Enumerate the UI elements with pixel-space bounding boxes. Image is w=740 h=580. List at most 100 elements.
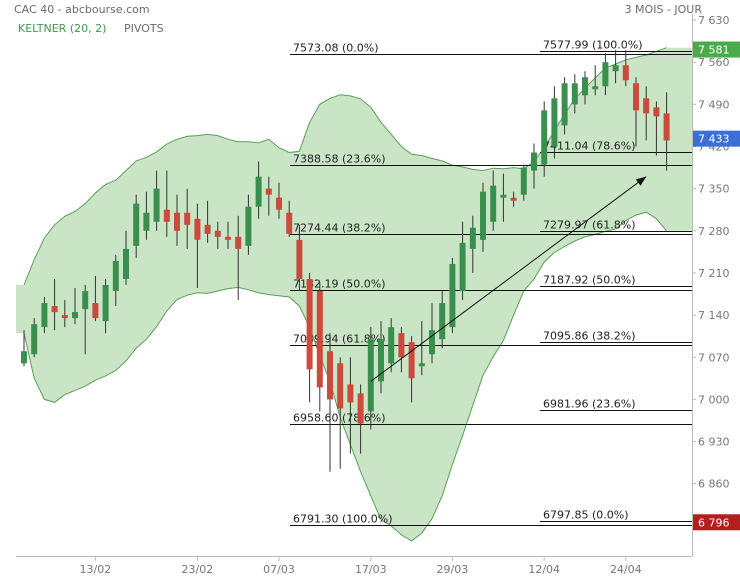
candle-body-10 (123, 248, 129, 279)
price-badge-0 (693, 41, 740, 58)
candle-body-47 (500, 194, 507, 198)
candle-body-31 (337, 363, 344, 409)
candle-body-6 (82, 291, 89, 310)
candle-body-2 (41, 303, 48, 328)
y-tick-label-5: 7 280 (698, 225, 730, 238)
candle-body-58 (612, 65, 619, 72)
candle-body-51 (541, 110, 548, 165)
y-tick-label-6: 7 210 (698, 267, 730, 280)
keltner-band-fill (16, 47, 692, 541)
x-tick-label-2: 07/03 (263, 563, 295, 576)
price-badge-1 (693, 130, 740, 147)
price-badge-label-2: 6 796 (698, 516, 730, 529)
x-tick-label-5: 12/04 (528, 563, 560, 576)
candle-body-54 (571, 83, 578, 105)
candle-body-48 (510, 197, 517, 201)
candle-body-25 (276, 197, 282, 210)
candle-body-53 (561, 83, 568, 126)
x-tick-label-4: 29/03 (437, 563, 469, 576)
candle-body-30 (327, 351, 333, 400)
candle-body-60 (633, 83, 639, 111)
candle-body-18 (204, 224, 211, 234)
candle-body-52 (551, 98, 558, 147)
candle-body-7 (92, 303, 99, 319)
candle-body-16 (184, 212, 191, 225)
price-badge-label-0: 7 581 (698, 44, 730, 57)
fib-label-5: 6958.60 (78.6%) (293, 412, 386, 425)
candle-body-28 (306, 278, 313, 370)
candle-body-24 (265, 188, 272, 195)
y-tick-label-2: 7 490 (698, 98, 730, 111)
y-tick-label-1: 7 560 (698, 56, 730, 69)
fib-label-3: 7182.19 (50.0%) (293, 278, 386, 291)
fib-label-9: 7279.97 (61.8%) (543, 219, 636, 232)
fib-label-8: 7411.04 (78.6%) (543, 140, 636, 153)
candle-body-38 (408, 342, 415, 379)
fib-label-7: 7577.99 (100.0%) (543, 39, 643, 52)
candle-body-42 (449, 263, 456, 328)
candle-body-43 (459, 242, 466, 292)
keltner-upper-line (23, 47, 667, 286)
candles (21, 50, 670, 472)
candle-body-35 (378, 339, 384, 382)
price-badges: 7 581 7 433 6 796 (693, 41, 740, 531)
candle-body-19 (214, 230, 221, 237)
keltner-band (16, 47, 692, 542)
candle-body-11 (133, 203, 140, 246)
candle-body-8 (102, 285, 109, 322)
chart-title: CAC 40 - abcbourse.com (14, 3, 150, 16)
indicator-keltner-label[interactable]: KELTNER (20, 2) (18, 22, 107, 35)
fib-label-0: 7573.08 (0.0%) (293, 42, 379, 55)
trend-arrow-line (370, 176, 647, 382)
candle-body-55 (582, 77, 588, 96)
fib-label-11: 7095.86 (38.2%) (543, 330, 636, 343)
candle-body-4 (61, 315, 68, 319)
candle-body-44 (469, 227, 476, 249)
y-tick-label-11: 6 860 (698, 478, 730, 491)
y-tick-label-0: 7 630 (698, 14, 730, 27)
y-tick-label-8: 7 070 (698, 351, 730, 364)
fib-label-1: 7388.58 (23.6%) (293, 153, 386, 166)
candle-body-9 (112, 260, 119, 292)
candle-body-49 (520, 167, 527, 195)
candle-body-1 (31, 324, 38, 355)
y-tick-label-10: 6 930 (698, 436, 730, 449)
candle-body-22 (245, 206, 252, 246)
price-badge-2 (693, 514, 740, 531)
candle-body-0 (21, 351, 27, 364)
candle-body-59 (622, 65, 629, 81)
x-tick-label-0: 13/02 (80, 563, 112, 576)
candle-body-34 (367, 339, 374, 412)
price-badge-label-1: 7 433 (698, 133, 730, 146)
candle-body-27 (296, 239, 303, 279)
candle-body-56 (592, 86, 599, 90)
candle-body-23 (255, 176, 262, 207)
candle-body-33 (357, 393, 364, 424)
x-tick-label-3: 17/03 (355, 563, 387, 576)
candle-body-40 (429, 330, 435, 355)
candle-body-17 (194, 218, 201, 240)
candle-body-63 (663, 113, 670, 141)
indicator-pivots-label[interactable]: PIVOTS (124, 22, 164, 35)
y-tick-label-7: 7 140 (698, 309, 730, 322)
candle-body-14 (163, 209, 170, 222)
candle-body-5 (72, 312, 78, 319)
candle-body-26 (286, 212, 293, 234)
fib-label-4: 7089.94 (61.8%) (293, 333, 386, 346)
candle-body-21 (235, 236, 242, 249)
trend-arrow[interactable] (370, 176, 647, 382)
fib-label-13: 6797.85 (0.0%) (543, 509, 629, 522)
candle-body-13 (153, 188, 160, 222)
y-tick-label-4: 7 350 (698, 183, 730, 196)
candle-body-57 (602, 62, 609, 87)
x-tick-label-1: 23/02 (182, 563, 214, 576)
fib-label-2: 7274.44 (38.2%) (293, 222, 386, 235)
candle-body-20 (225, 236, 231, 240)
trend-arrow-head (635, 176, 647, 186)
candle-body-45 (480, 191, 486, 240)
candle-body-62 (653, 107, 660, 117)
candle-body-50 (531, 152, 537, 171)
period-label[interactable]: 3 MOIS - JOUR (624, 3, 702, 16)
